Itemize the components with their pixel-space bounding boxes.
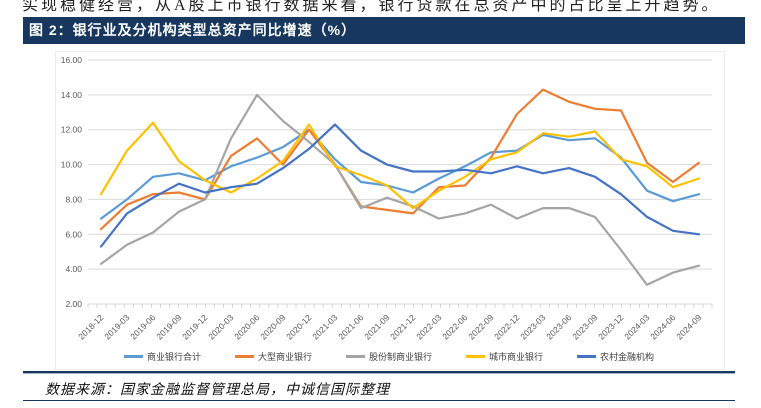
series-line-股份制商业银行 bbox=[99, 93, 701, 286]
x-tick-label: 2019-06 bbox=[128, 312, 157, 341]
x-tick-label: 2019-03 bbox=[102, 312, 131, 341]
body-text-clipped: 实现稳健经营，从A股上市银行数据来看，银行贷款在总资产中的占比呈上升趋势。 bbox=[22, 0, 746, 12]
x-tick-label: 2021-03 bbox=[310, 312, 339, 341]
x-tick-label: 2018-12 bbox=[76, 312, 105, 341]
legend-label: 股份制商业银行 bbox=[368, 352, 432, 362]
x-tick-label: 2021-09 bbox=[362, 312, 391, 341]
legend-entry: 大型商业银行 bbox=[234, 350, 312, 363]
legend-swatch bbox=[577, 355, 597, 358]
x-tick-label: 2024-09 bbox=[674, 312, 703, 341]
y-tick-label: 8.00 bbox=[65, 194, 82, 204]
x-tick-label: 2022-06 bbox=[440, 312, 469, 341]
x-tick-label: 2020-06 bbox=[232, 312, 261, 341]
x-tick-label: 2023-06 bbox=[544, 312, 573, 341]
x-tick-label: 2020-12 bbox=[284, 312, 313, 341]
x-tick-label: 2021-12 bbox=[388, 312, 417, 341]
y-tick-label: 16.00 bbox=[61, 55, 83, 65]
x-tick-label: 2023-09 bbox=[570, 312, 599, 341]
legend-swatch bbox=[123, 355, 143, 358]
footer-rule-top bbox=[23, 371, 735, 374]
x-tick-label: 2024-03 bbox=[622, 312, 651, 341]
x-tick-label: 2020-03 bbox=[206, 312, 235, 341]
legend-label: 农村金融机构 bbox=[600, 352, 655, 362]
y-tick-label: 12.00 bbox=[61, 125, 83, 135]
series-line-商业银行合计 bbox=[99, 128, 701, 220]
y-tick-label: 6.00 bbox=[65, 229, 82, 239]
x-tick-label: 2022-12 bbox=[492, 312, 521, 341]
series-line-农村金融机构 bbox=[99, 123, 701, 248]
body-text: 实现稳健经营，从A股上市银行数据来看，银行贷款在总资产中的占比呈上升趋势。 bbox=[22, 0, 721, 12]
series-line-大型商业银行 bbox=[99, 88, 701, 231]
legend-swatch bbox=[234, 355, 254, 358]
legend-entry: 股份制商业银行 bbox=[345, 350, 432, 363]
legend-swatch bbox=[466, 355, 485, 358]
legend-label: 大型商业银行 bbox=[257, 352, 312, 362]
x-tick-label: 2022-09 bbox=[466, 312, 495, 341]
legend-entry: 城市商业银行 bbox=[466, 350, 543, 363]
y-tick-label: 2.00 bbox=[65, 299, 82, 309]
legend-swatch bbox=[345, 355, 365, 358]
legend-entry: 商业银行合计 bbox=[123, 350, 201, 363]
y-tick-label: 14.00 bbox=[61, 90, 83, 100]
footer-rule-bottom bbox=[23, 400, 735, 401]
x-tick-label: 2019-09 bbox=[154, 312, 183, 341]
source-note-text: 数据来源：国家金融监督管理总局，中诚信国际整理 bbox=[45, 383, 390, 398]
figure-title-bar: 图 2：银行业及分机构类型总资产同比增速（%） bbox=[23, 17, 745, 44]
x-tick-label: 2019-12 bbox=[180, 312, 209, 341]
y-tick-label: 10.00 bbox=[61, 160, 83, 170]
x-tick-label: 2023-03 bbox=[518, 312, 547, 341]
x-tick-label: 2020-09 bbox=[258, 312, 287, 341]
x-tick-label: 2022-03 bbox=[414, 312, 443, 341]
legend-entry: 农村金融机构 bbox=[577, 350, 654, 363]
x-tick-label: 2021-06 bbox=[336, 312, 365, 341]
legend-label: 商业银行合计 bbox=[146, 352, 201, 362]
legend-label: 城市商业银行 bbox=[489, 352, 544, 362]
x-tick-label: 2023-12 bbox=[596, 312, 625, 341]
source-note: 数据来源：国家金融监督管理总局，中诚信国际整理 bbox=[45, 379, 745, 399]
y-tick-label: 4.00 bbox=[65, 264, 82, 274]
series-line-城市商业银行 bbox=[99, 121, 701, 210]
chart-legend: 商业银行合计 大型商业银行 股份制商业银行 城市商业银行 农村金融机构 bbox=[55, 350, 723, 363]
figure-title: 图 2：银行业及分机构类型总资产同比增速（%） bbox=[29, 22, 357, 38]
x-tick-label: 2024-06 bbox=[648, 312, 677, 341]
